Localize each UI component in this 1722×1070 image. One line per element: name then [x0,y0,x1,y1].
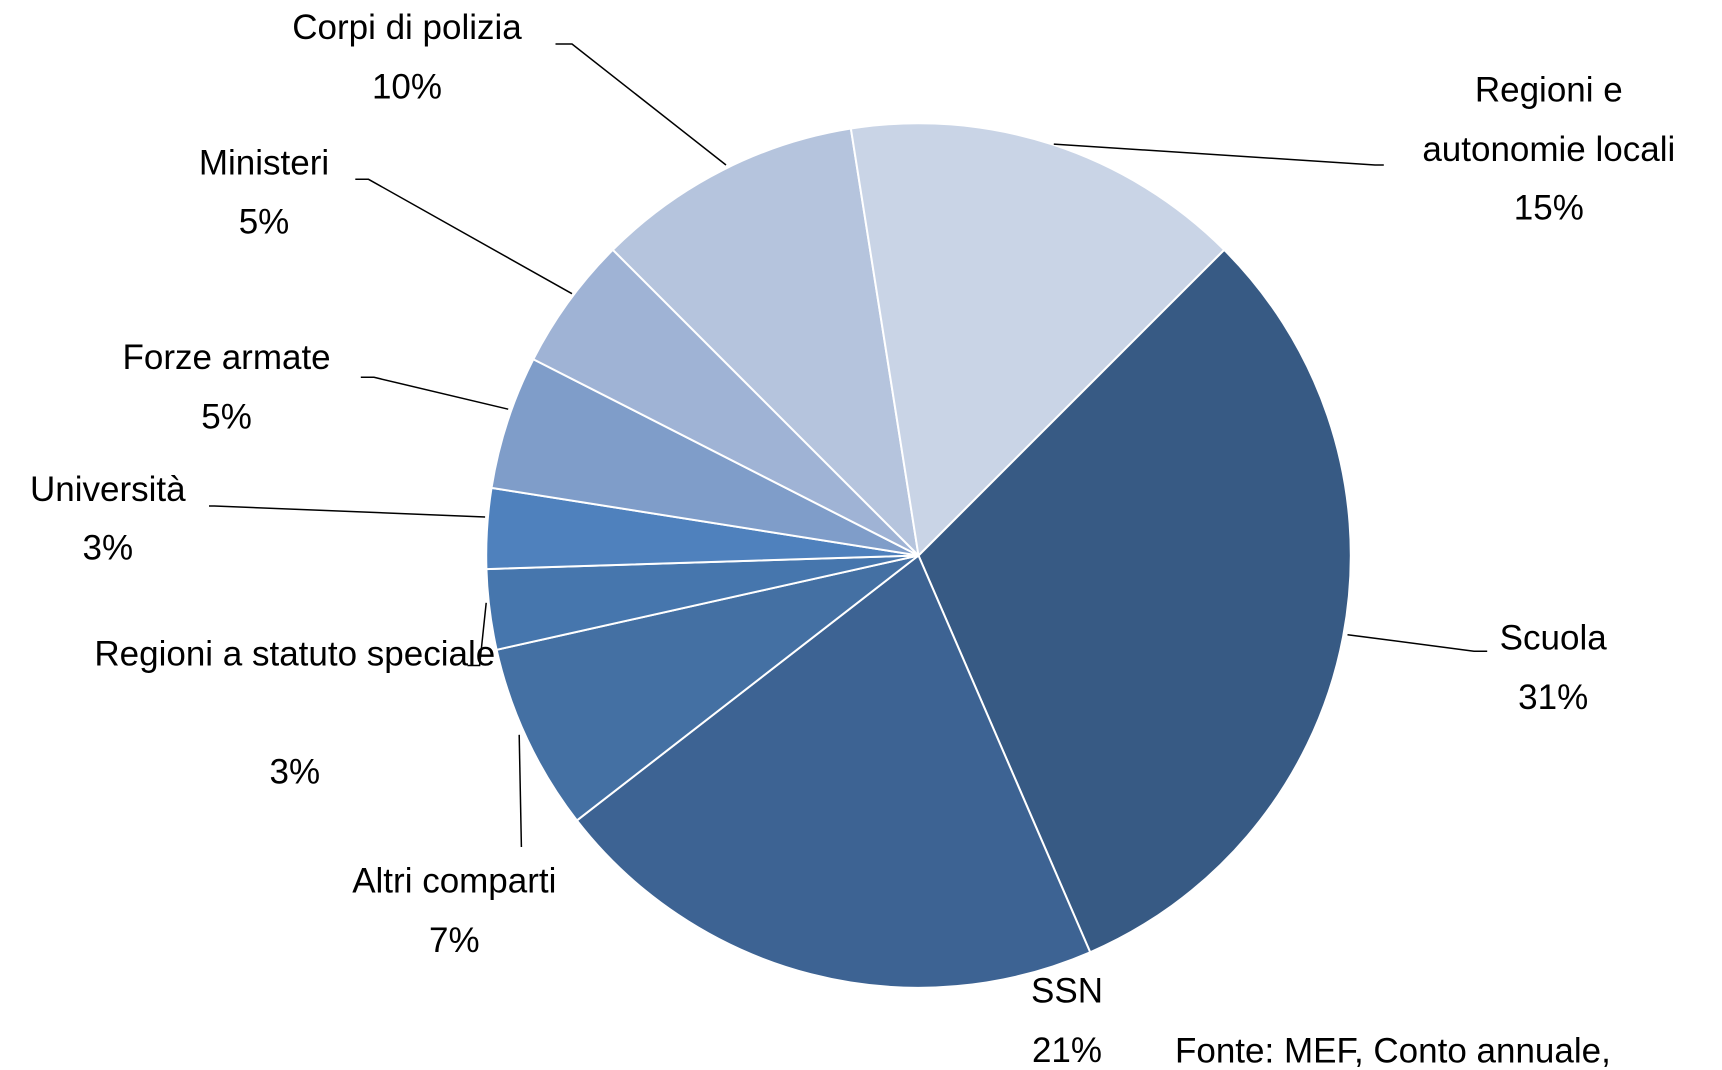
leader-line [209,505,486,518]
slice-label: Forze armate [123,338,331,377]
slice-value-label: 10% [372,67,442,106]
slice-value-label: 21% [1032,1031,1102,1070]
slice-value-label: 3% [83,528,134,567]
source-note: Fonte: MEF, Conto annuale, [1175,1031,1611,1070]
pie-slice [575,553,1092,989]
slice-label: Regioni e autonomie locali [1422,71,1675,169]
pie-slice [849,122,1226,558]
leader-line [355,178,573,295]
leader-line [1347,633,1488,652]
slice-label: Scuola [1500,618,1608,657]
slice-label: Ministeri [199,143,329,182]
leader-line [467,602,487,667]
slice-value-label: 5% [239,203,290,242]
slice-label: Regioni a statuto speciale [94,635,495,674]
pie-slice [495,554,920,822]
slice-value-label: 31% [1518,678,1588,717]
pie-slice [611,127,920,559]
leader-line [1053,143,1384,166]
slice-value-label: 3% [270,753,321,792]
slice-value-label: 15% [1514,188,1584,227]
leader-line [518,734,523,848]
pie-slice [917,248,1352,954]
slice-label: Altri comparti [352,862,556,901]
slice-value-label: 5% [201,397,252,436]
slice-value-label: 7% [429,921,480,960]
slice-label: Corpi di polizia [292,8,522,47]
leader-line [555,43,727,166]
slice-label: Università [30,470,186,509]
leader-line [360,376,509,410]
slice-label: SSN [1031,972,1103,1011]
